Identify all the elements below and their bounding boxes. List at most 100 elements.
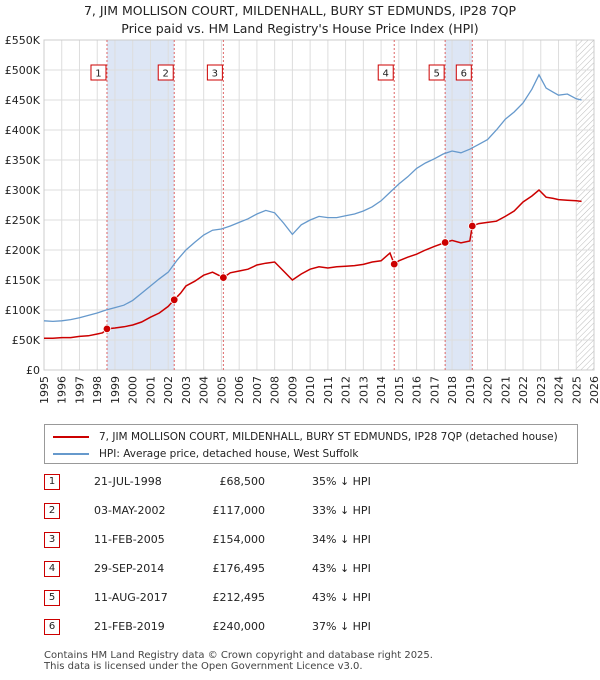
x-tick-label: 2019 bbox=[464, 376, 477, 404]
y-tick-label: £450K bbox=[5, 94, 41, 107]
x-tick-label: 2007 bbox=[251, 376, 264, 404]
sale-date: 03-MAY-2002 bbox=[94, 504, 166, 517]
sale-hpi-diff: 34% ↓ HPI bbox=[312, 533, 371, 546]
x-tick-label: 1998 bbox=[91, 376, 104, 404]
x-tick-label: 2025 bbox=[570, 376, 583, 404]
sale-marker-label-6: 6 bbox=[461, 69, 467, 80]
series-line-hpi bbox=[43, 73, 582, 323]
x-tick-label: 2022 bbox=[517, 376, 530, 404]
sale-marker-box-1 bbox=[90, 64, 107, 81]
sale-point-4 bbox=[390, 259, 399, 269]
sale-price: £68,500 bbox=[219, 475, 266, 488]
x-tick-label: 2018 bbox=[446, 376, 459, 404]
sale-row: 6 21-FEB-2019 £240,000 37% ↓ HPI bbox=[44, 619, 464, 639]
sale-point-2 bbox=[170, 295, 179, 304]
sale-row: 3 11-FEB-2005 £154,000 34% ↓ HPI bbox=[44, 532, 464, 552]
x-tick-label: 2003 bbox=[180, 376, 193, 404]
sale-date: 11-AUG-2017 bbox=[94, 591, 168, 604]
sale-date: 29-SEP-2014 bbox=[94, 562, 165, 575]
x-tick-label: 2004 bbox=[198, 376, 211, 404]
sale-hpi-diff: 43% ↓ HPI bbox=[312, 562, 371, 575]
plot-border bbox=[43, 39, 595, 371]
x-tick-label: 1999 bbox=[109, 376, 122, 404]
sale-row: 5 11-AUG-2017 £212,495 43% ↓ HPI bbox=[44, 590, 464, 610]
x-tick-label: 2015 bbox=[393, 376, 406, 404]
sale-marker-label-3: 3 bbox=[212, 69, 218, 80]
sale-date: 21-JUL-1998 bbox=[94, 475, 162, 488]
sale-marker-label-1: 1 bbox=[95, 69, 101, 80]
x-tick-label: 2023 bbox=[535, 376, 548, 404]
x-tick-label: 2011 bbox=[322, 376, 335, 404]
x-tick-label: 2002 bbox=[162, 376, 175, 404]
sale-marker-label-4: 4 bbox=[383, 69, 389, 80]
sale-hpi-diff: 37% ↓ HPI bbox=[312, 620, 371, 633]
sale-row: 1 21-JUL-1998 £68,500 35% ↓ HPI bbox=[44, 474, 464, 494]
y-tick-label: £300K bbox=[5, 184, 41, 197]
legend-label-property: 7, JIM MOLLISON COURT, MILDENHALL, BURY … bbox=[99, 431, 558, 443]
x-tick-label: 2006 bbox=[233, 376, 246, 404]
x-tick-label: 2005 bbox=[215, 376, 228, 404]
footer-copyright: Contains HM Land Registry data © Crown c… bbox=[44, 650, 433, 661]
x-tick-label: 2016 bbox=[411, 376, 424, 404]
series-line-property bbox=[44, 188, 582, 339]
sale-hpi-diff: 35% ↓ HPI bbox=[312, 475, 371, 488]
sale-number-badge: 1 bbox=[44, 474, 60, 490]
shaded-span-2 bbox=[445, 40, 473, 370]
x-tick-label: 2024 bbox=[553, 376, 566, 404]
x-tick-label: 1995 bbox=[38, 376, 51, 404]
sale-marker-box-5 bbox=[428, 64, 445, 81]
y-tick-label: £550K bbox=[5, 34, 41, 47]
sale-marker-box-3 bbox=[206, 64, 223, 81]
sale-point-1 bbox=[102, 324, 112, 334]
y-tick-label: £100K bbox=[5, 304, 41, 317]
price-chart: £0 £50K £100K £150K £200K £250K £300K £350K £400… bbox=[5, 34, 600, 404]
y-tick-label: £500K bbox=[5, 64, 41, 77]
sale-row: 4 29-SEP-2014 £176,495 43% ↓ HPI bbox=[44, 561, 464, 581]
x-tick-label: 2020 bbox=[482, 376, 495, 404]
sale-price: £240,000 bbox=[212, 620, 266, 633]
legend-swatch-property bbox=[53, 436, 89, 438]
sale-number-badge: 2 bbox=[44, 503, 60, 519]
chart-title-block: 7, JIM MOLLISON COURT, MILDENHALL, BURY … bbox=[0, 2, 600, 38]
sale-marker-box-6 bbox=[455, 64, 472, 81]
x-tick-label: 1996 bbox=[56, 376, 69, 404]
y-tick-label: £150K bbox=[5, 274, 41, 287]
x-tick-label: 2013 bbox=[357, 376, 370, 404]
sale-hpi-diff: 33% ↓ HPI bbox=[312, 504, 371, 517]
sale-price: £212,495 bbox=[212, 591, 266, 604]
shaded-span-1 bbox=[106, 40, 175, 370]
x-tick-label: 2014 bbox=[375, 376, 388, 404]
chart-title: 7, JIM MOLLISON COURT, MILDENHALL, BURY … bbox=[83, 3, 517, 18]
footer-licence: This data is licensed under the Open Gov… bbox=[44, 661, 363, 672]
sale-hpi-diff: 43% ↓ HPI bbox=[312, 591, 371, 604]
x-tick-label: 2000 bbox=[127, 376, 140, 404]
sale-marker-box-4 bbox=[377, 64, 394, 81]
x-tick-label: 2017 bbox=[428, 376, 441, 404]
x-tick-label: 2009 bbox=[286, 376, 299, 404]
chart-subtitle: Price paid vs. HM Land Registry's House … bbox=[121, 21, 479, 36]
x-tick-label: 1997 bbox=[73, 376, 86, 404]
forecast-hatch bbox=[576, 40, 594, 370]
sale-row: 2 03-MAY-2002 £117,000 33% ↓ HPI bbox=[44, 503, 464, 523]
y-tick-label: £200K bbox=[5, 244, 41, 257]
y-tick-label: £400K bbox=[5, 124, 41, 137]
x-tick-label: 2021 bbox=[499, 376, 512, 404]
legend-swatch-hpi bbox=[53, 453, 89, 455]
sale-marker-label-5: 5 bbox=[433, 69, 439, 80]
sale-price: £117,000 bbox=[212, 504, 266, 517]
y-tick-label: £50K bbox=[12, 334, 41, 347]
x-tick-label: 2010 bbox=[304, 376, 317, 404]
sale-price: £154,000 bbox=[212, 533, 266, 546]
sale-point-5 bbox=[440, 238, 450, 247]
sale-marker-label-2: 2 bbox=[163, 69, 169, 80]
y-tick-label: £350K bbox=[5, 154, 41, 167]
sale-point-6 bbox=[468, 221, 477, 231]
sale-point-3 bbox=[219, 273, 228, 282]
sale-number-badge: 5 bbox=[44, 590, 60, 606]
footer: Contains HM Land Registry data © Crown c… bbox=[44, 650, 433, 672]
legend-label-hpi: HPI: Average price, detached house, West… bbox=[99, 448, 359, 460]
x-tick-label: 2008 bbox=[269, 376, 282, 404]
sale-date: 21-FEB-2019 bbox=[94, 620, 165, 633]
sale-date: 11-FEB-2005 bbox=[94, 533, 165, 546]
sale-number-badge: 6 bbox=[44, 619, 60, 635]
